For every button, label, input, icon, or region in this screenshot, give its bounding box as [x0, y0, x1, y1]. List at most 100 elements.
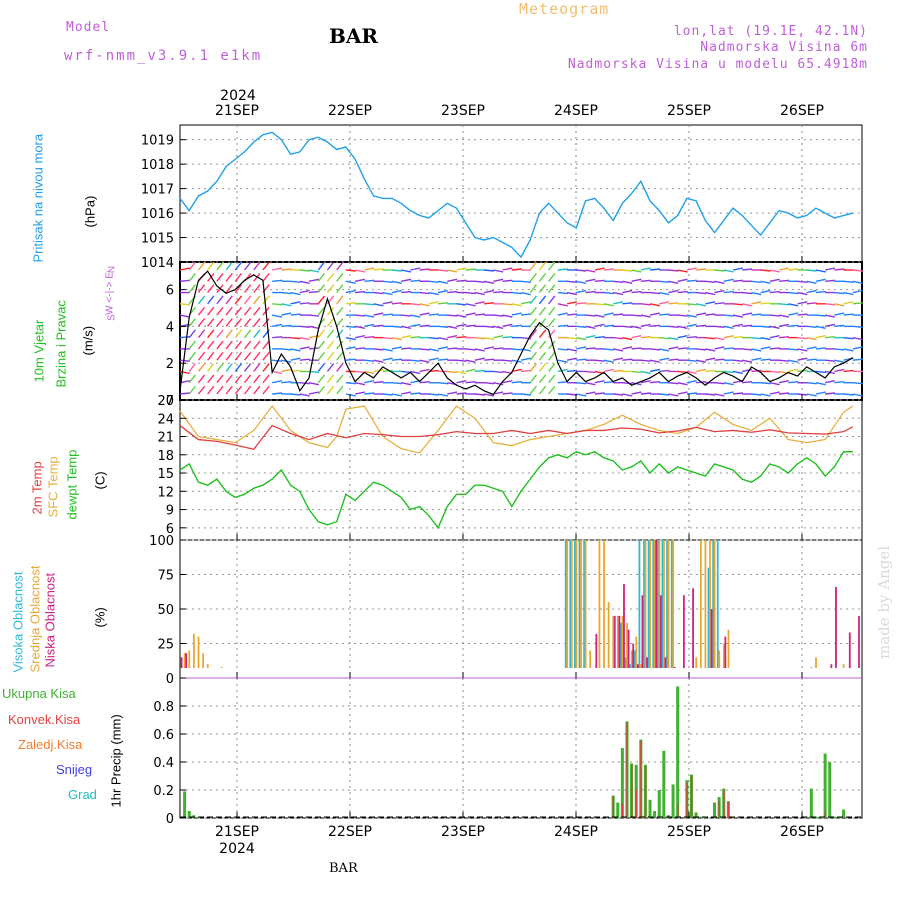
wind-barb: [290, 393, 301, 396]
wind-barb: [317, 273, 326, 282]
wind-barb: [188, 329, 196, 339]
wind-barb: [243, 318, 252, 327]
wind-barb: [483, 393, 495, 397]
wind-barb: [188, 363, 196, 372]
wind-barb: [815, 391, 826, 395]
wind-barb: [622, 269, 633, 272]
wind-barb: [437, 280, 448, 284]
wind-barb: [696, 324, 707, 328]
wind-barb: [207, 374, 215, 384]
wind-barb: [824, 380, 836, 384]
wind-barb: [483, 280, 495, 284]
wind-barb: [437, 346, 448, 350]
wind-barb: [723, 278, 734, 282]
wind-barb: [336, 329, 344, 339]
top-date-label: 22SEP: [328, 103, 372, 119]
wind-barb: [225, 363, 233, 372]
wind-barb: [354, 391, 366, 395]
wind-barb: [622, 336, 633, 341]
wind-barb: [769, 269, 780, 273]
wind-barb: [723, 382, 734, 386]
wind-barb: [483, 346, 495, 350]
total-precip-bar: [620, 748, 624, 818]
wind-barb: [234, 284, 243, 293]
wind-barb: [290, 336, 301, 340]
low-cloud-bar: [682, 595, 685, 668]
wind-barb: [696, 348, 707, 351]
wind-barb: [723, 334, 734, 339]
wind-barb: [548, 295, 556, 305]
wind-barb: [428, 357, 439, 361]
wind-barb: [751, 336, 762, 340]
wind-barb: [742, 268, 753, 271]
wind-barb: [825, 335, 836, 339]
mid-cloud-bar: [580, 540, 582, 668]
wind-barb: [216, 318, 224, 327]
wind-barb: [493, 325, 504, 330]
wind-barb: [742, 324, 753, 328]
wind-barb: [493, 290, 504, 294]
wind-barb: [391, 336, 402, 341]
wind-barb: [317, 385, 326, 395]
wind-barb: [272, 380, 283, 384]
wind-barb: [225, 374, 233, 384]
wind-barb: [308, 391, 319, 395]
bottom-date-label: 26SEP: [780, 824, 824, 840]
wind-barb: [732, 303, 743, 306]
wind-barb: [502, 279, 513, 282]
wind-barb: [493, 269, 504, 273]
wind-barb: [308, 314, 320, 317]
wind-barb: [207, 306, 215, 316]
wind-barb: [197, 329, 206, 339]
y-tick-label: 1018: [141, 158, 174, 173]
precip-label-convective: Konvek.Kisa: [8, 712, 81, 727]
bottom-date-label: 23SEP: [441, 824, 485, 840]
wind-barb: [272, 323, 283, 328]
meteogram-title: Meteogram: [519, 0, 610, 18]
wind-barb: [437, 289, 448, 294]
wind-barb: [576, 302, 587, 305]
wind-barb: [272, 359, 283, 362]
wind-barb: [603, 368, 614, 373]
wind-barb: [243, 295, 252, 305]
wind-barb: [364, 303, 375, 306]
wind-barb: [345, 358, 356, 361]
wind-barb: [751, 313, 762, 316]
wind-barb: [640, 335, 651, 339]
wind-barb: [806, 346, 817, 350]
wind-barb: [484, 269, 495, 272]
wind-barb: [511, 324, 522, 328]
high-cloud-bar: [573, 540, 576, 668]
wind-barb: [354, 334, 366, 339]
wind-barb: [732, 279, 743, 282]
wind-barb: [603, 348, 614, 351]
y-tick-label: 75: [157, 569, 174, 584]
wind-barb: [355, 347, 366, 350]
wind-barb: [603, 312, 614, 316]
wind-barb: [317, 340, 326, 350]
wind-barb: [815, 314, 826, 317]
wind-barb: [401, 382, 412, 386]
wind-barb: [317, 284, 326, 293]
wind-barb: [585, 382, 596, 386]
wind-barb: [705, 336, 716, 340]
mid-cloud-bar: [206, 664, 209, 668]
wind-barb: [686, 370, 697, 375]
bottom-year-label: 2024: [219, 841, 255, 857]
wind-barb: [769, 278, 780, 282]
wind-barb: [686, 314, 697, 318]
wind-barb: [493, 278, 504, 282]
wind-barb: [216, 385, 224, 395]
wind-barb: [806, 302, 817, 305]
wind-barb: [447, 391, 458, 395]
wind-barb: [465, 291, 476, 295]
wind-barb: [788, 291, 799, 295]
total-precip-bar: [676, 686, 680, 818]
wind-barb: [677, 347, 688, 350]
wind-barb: [705, 280, 716, 283]
wind-barb: [437, 382, 449, 385]
wind-barb: [769, 370, 780, 374]
wind-barb: [474, 280, 485, 283]
wind-barb: [576, 280, 587, 284]
wind-barb: [843, 301, 854, 305]
